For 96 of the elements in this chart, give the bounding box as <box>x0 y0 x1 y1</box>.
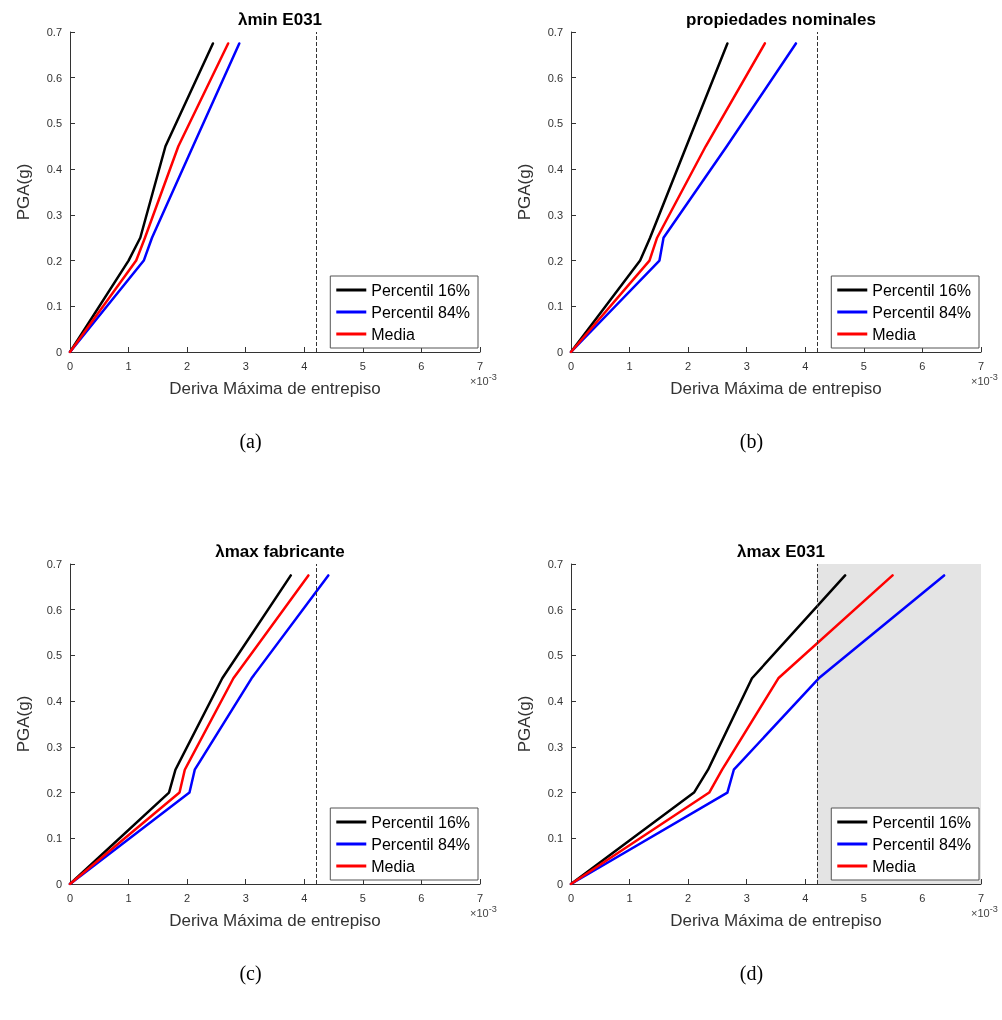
y-tick-label: 0.4 <box>547 163 563 176</box>
x-tick-label: 2 <box>184 359 191 372</box>
x-tick-label: 0 <box>567 891 575 904</box>
x-tick-label: 6 <box>919 359 926 372</box>
x-tick-label: 0 <box>66 891 74 904</box>
legend-label: Media <box>872 325 916 343</box>
x-tick-label: 4 <box>301 359 308 372</box>
legend-label: Media <box>371 325 415 343</box>
x-tick-label: 7 <box>476 359 484 372</box>
y-tick-label: 0.1 <box>46 832 62 845</box>
x-tick-label: 0 <box>567 359 575 372</box>
text: (a) <box>238 430 263 453</box>
y-tick-label: 0.1 <box>547 300 563 313</box>
legend-label: Percentil 16% <box>872 813 971 831</box>
x-tick-label: 7 <box>476 891 484 904</box>
x-tick-label: 2 <box>184 891 191 904</box>
y-tick-label: 0.2 <box>46 786 62 799</box>
x-tick-label: 1 <box>125 359 132 372</box>
x-tick-label: 4 <box>802 359 809 372</box>
y-tick-label: 0.6 <box>46 603 62 616</box>
chart-title: propiedades nominales <box>686 10 876 29</box>
y-axis-title: PGA(g) <box>14 163 33 221</box>
y-tick-label: 0.4 <box>547 695 563 708</box>
y-tick-label: 0.5 <box>46 649 62 662</box>
y-tick-label: 0.6 <box>547 603 563 616</box>
chart-title: λmin E031 <box>237 10 323 29</box>
y-tick-label: 0.4 <box>46 163 62 176</box>
text: ×10$^{-3}$ <box>971 904 998 919</box>
y-tick-label: 0.7 <box>547 26 563 38</box>
legend-label: Percentil 84% <box>371 835 470 853</box>
legend-label: Percentil 84% <box>872 835 971 853</box>
x-tick-label: 5 <box>860 359 867 372</box>
y-tick-label: 0.2 <box>46 254 62 267</box>
legend-label: Media <box>872 857 916 875</box>
y-tick-label: 0.6 <box>547 71 563 84</box>
text: (d) <box>738 962 765 985</box>
x-tick-label: 1 <box>626 359 633 372</box>
x-tick-label: 3 <box>743 359 750 372</box>
x-tick-label: 2 <box>685 891 692 904</box>
x-tick-label: 3 <box>743 891 750 904</box>
y-tick-label: 0.3 <box>46 740 62 753</box>
x-tick-label: 4 <box>802 891 809 904</box>
text: ×10$^{-3}$ <box>971 372 998 387</box>
x-tick-label: 1 <box>125 891 132 904</box>
legend-label: Percentil 16% <box>872 281 971 299</box>
y-tick-label: 0.5 <box>46 117 62 130</box>
y-tick-label: 0 <box>55 346 62 358</box>
x-tick-label: 5 <box>860 891 867 904</box>
y-axis-title: PGA(g) <box>515 163 534 221</box>
x-tick-label: 2 <box>685 359 692 372</box>
x-tick-label: 1 <box>626 891 633 904</box>
x-tick-label: 0 <box>66 359 74 372</box>
legend-label: Percentil 16% <box>371 281 470 299</box>
legend-label: Media <box>371 857 415 875</box>
y-tick-label: 0.7 <box>547 558 563 570</box>
x-tick-label: 6 <box>418 891 425 904</box>
y-tick-label: 0 <box>556 346 563 358</box>
y-tick-label: 0.6 <box>46 71 62 84</box>
y-tick-label: 0.7 <box>46 26 62 38</box>
y-axis-title: PGA(g) <box>515 695 534 753</box>
x-tick-label: 5 <box>359 359 366 372</box>
y-tick-label: 0.4 <box>46 695 62 708</box>
legend-label: Percentil 84% <box>872 303 971 321</box>
y-tick-label: 0 <box>55 878 62 890</box>
y-tick-label: 0.3 <box>46 208 62 221</box>
y-tick-label: 0.1 <box>46 300 62 313</box>
x-axis-title: Deriva Máxima de entrepiso <box>169 379 381 398</box>
y-tick-label: 0.3 <box>547 208 563 221</box>
x-tick-label: 3 <box>242 891 249 904</box>
y-tick-label: 0.3 <box>547 740 563 753</box>
text: ×10$^{-3}$ <box>470 372 497 387</box>
legend-label: Percentil 16% <box>371 813 470 831</box>
chart-title: λmax fabricante <box>215 542 345 561</box>
x-axis-title: Deriva Máxima de entrepiso <box>670 379 882 398</box>
x-tick-label: 6 <box>919 891 926 904</box>
x-tick-label: 5 <box>359 891 366 904</box>
x-axis-title: Deriva Máxima de entrepiso <box>169 911 381 930</box>
y-axis-title: PGA(g) <box>14 695 33 753</box>
x-tick-label: 4 <box>301 891 308 904</box>
y-tick-label: 0.7 <box>46 558 62 570</box>
x-tick-label: 7 <box>977 891 985 904</box>
x-axis-title: Deriva Máxima de entrepiso <box>670 911 882 930</box>
x-tick-label: 7 <box>977 359 985 372</box>
y-tick-label: 0.2 <box>547 254 563 267</box>
x-tick-label: 3 <box>242 359 249 372</box>
y-tick-label: 0.5 <box>547 117 563 130</box>
text: (b) <box>738 430 765 453</box>
chart-title: λmax E031 <box>737 542 825 561</box>
text: (c) <box>238 962 263 985</box>
y-tick-label: 0.5 <box>547 649 563 662</box>
x-tick-label: 6 <box>418 359 425 372</box>
y-tick-label: 0.1 <box>547 832 563 845</box>
y-tick-label: 0 <box>556 878 563 890</box>
y-tick-label: 0.2 <box>547 786 563 799</box>
text: ×10$^{-3}$ <box>470 904 497 919</box>
legend-label: Percentil 84% <box>371 303 470 321</box>
